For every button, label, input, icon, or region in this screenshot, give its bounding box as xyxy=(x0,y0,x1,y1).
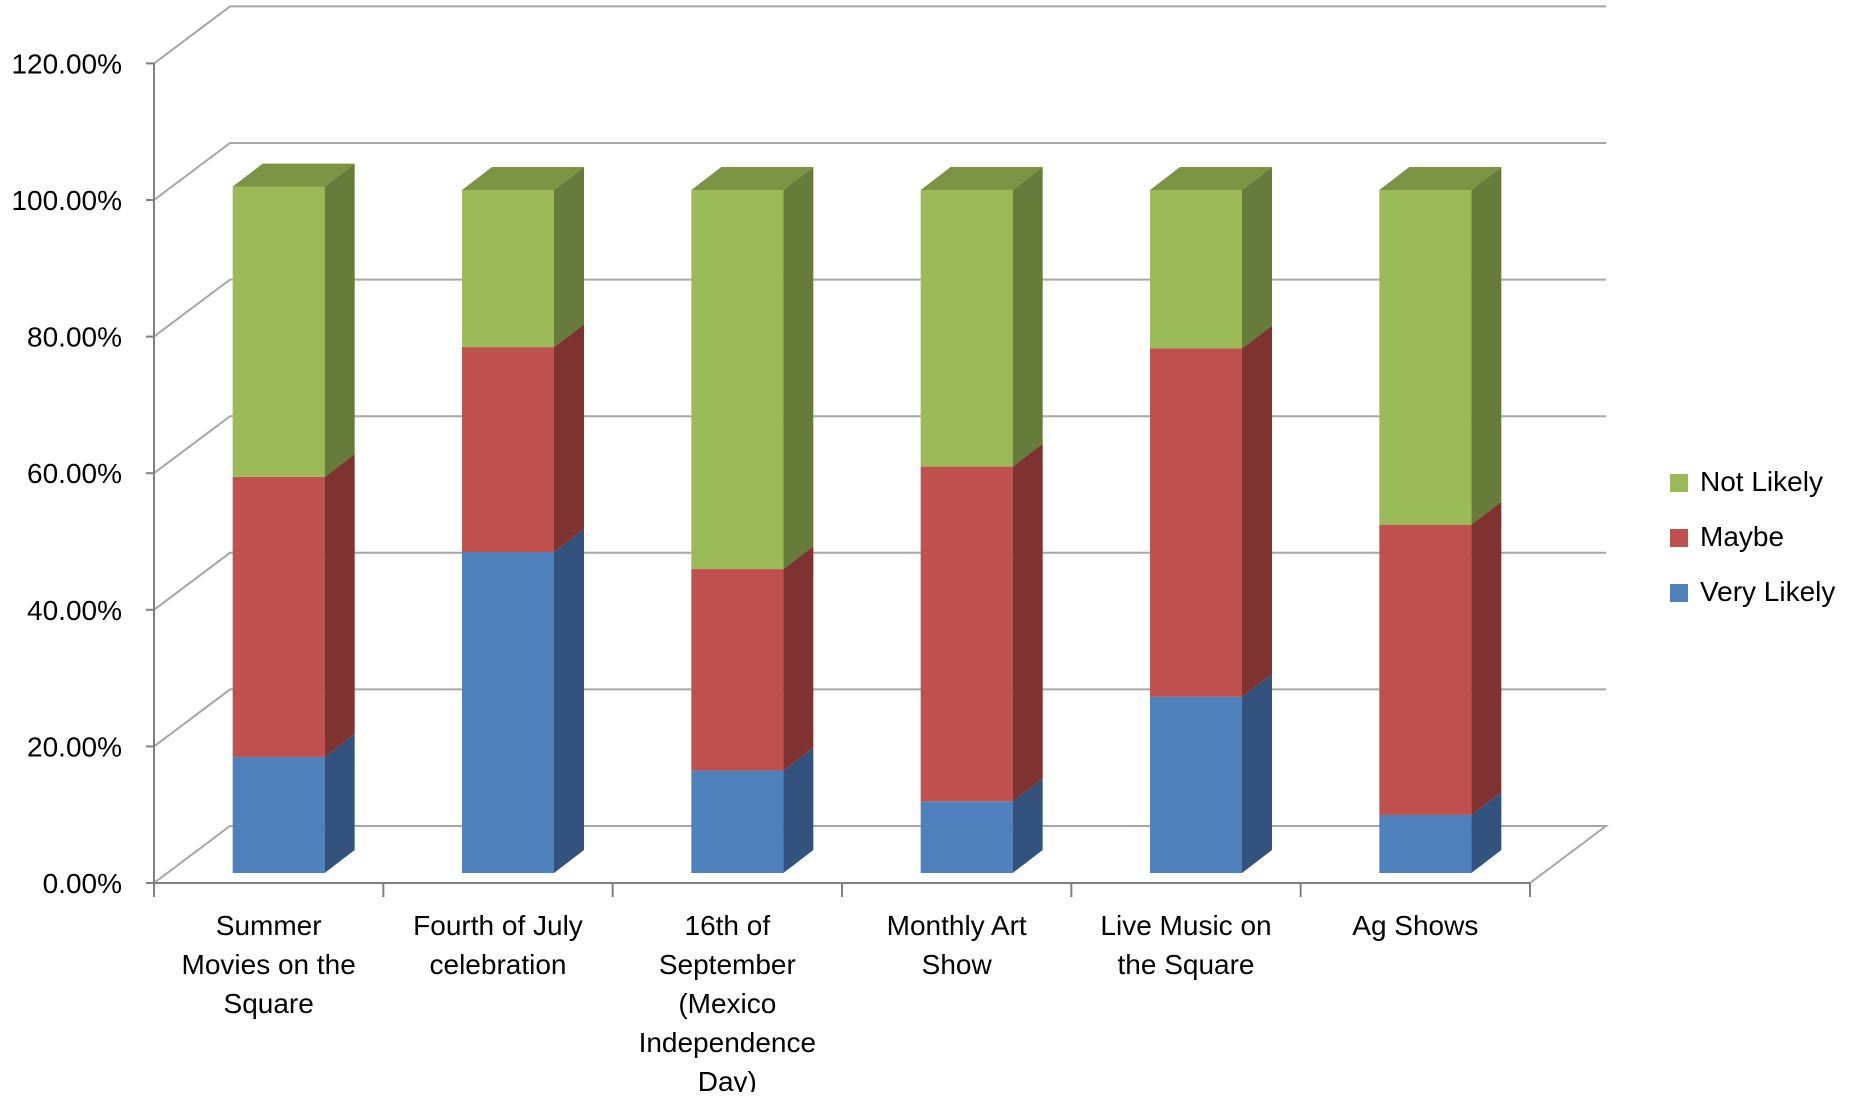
bar-segment xyxy=(691,770,784,873)
legend-swatch xyxy=(1670,474,1688,492)
category-label: 16th of September (Mexico Independence Day) xyxy=(639,910,817,1092)
bar-stack xyxy=(232,163,355,873)
category-label-line: Square xyxy=(224,988,314,1019)
bar-segment-side xyxy=(1471,791,1502,873)
x-axis: Summer Movies on the Square Fourth of July c… xyxy=(153,882,1531,1097)
floor-outline xyxy=(153,825,1609,884)
bar-segment-side xyxy=(1471,501,1502,815)
bar-segment xyxy=(232,756,325,873)
bar-segment xyxy=(462,347,554,552)
bar-segment-side xyxy=(1012,167,1043,467)
bar-stack xyxy=(691,167,814,873)
bar-segment-side xyxy=(1012,778,1043,873)
bar-segment-side xyxy=(1242,325,1272,697)
gridline xyxy=(153,5,1606,65)
bar-segment xyxy=(232,476,325,757)
bar-segment xyxy=(1379,190,1472,525)
bar-segment-side xyxy=(1242,167,1272,349)
category-label-line: (Mexico xyxy=(678,988,776,1019)
bar-stacks xyxy=(232,163,1502,873)
bar-segment xyxy=(1379,814,1472,873)
bar-stack xyxy=(1379,167,1502,873)
bar-stack xyxy=(920,167,1043,873)
bar-segment-side xyxy=(1242,673,1272,873)
category-label-line: Fourth of July xyxy=(413,910,583,941)
legend-swatch xyxy=(1670,584,1688,602)
legend-swatch xyxy=(1670,529,1688,547)
legend: Not Likely Maybe Very Likely xyxy=(1670,466,1835,607)
bar-segment xyxy=(691,569,784,771)
gridline xyxy=(153,551,1606,611)
category-label-line: Monthly Art xyxy=(887,910,1027,941)
category-label-line: Movies on the xyxy=(182,949,356,980)
bar-segment xyxy=(462,551,554,873)
bar-segment xyxy=(1379,524,1472,815)
y-tick-label: 80.00% xyxy=(27,322,122,353)
category-label-line: Live Music on xyxy=(1100,910,1271,941)
y-axis: 0.00% 20.00% 40.00% 60.00% 80.00% 100.00% 120.… xyxy=(11,48,155,899)
bar-segment-side xyxy=(324,163,355,477)
gridline xyxy=(153,688,1606,748)
bar-segment-side xyxy=(324,733,355,873)
bar-top xyxy=(1379,167,1502,190)
bar-segment xyxy=(920,190,1013,467)
bar-segment xyxy=(1150,348,1242,697)
category-label: Ag Shows xyxy=(1352,910,1478,941)
bar-segment xyxy=(232,186,325,477)
category-label-line: Summer xyxy=(216,910,322,941)
category-label-line: September xyxy=(659,949,796,980)
bar-top xyxy=(1150,167,1272,190)
legend-label: Very Likely xyxy=(1700,576,1835,607)
bar-top xyxy=(462,167,584,190)
category-label-line: Show xyxy=(922,949,993,980)
bar-segment-side xyxy=(1471,167,1502,525)
bar-segment xyxy=(462,190,554,348)
bar-stack xyxy=(1150,167,1272,873)
bar-segment xyxy=(691,190,784,570)
bar-segment-side xyxy=(554,324,584,552)
category-label-line: the Square xyxy=(1118,949,1255,980)
y-tick-label: 40.00% xyxy=(27,595,122,626)
bar-top xyxy=(920,167,1043,190)
bar-segment-side xyxy=(1012,443,1043,802)
y-tick-label: 0.00% xyxy=(43,868,122,899)
gridline xyxy=(153,415,1606,475)
category-label-line: Ag Shows xyxy=(1352,910,1478,941)
bar-segment xyxy=(920,801,1013,873)
category-label-line: celebration xyxy=(430,949,567,980)
bar-top xyxy=(232,163,355,187)
legend-label: Not Likely xyxy=(1700,466,1823,497)
y-tick-label: 100.00% xyxy=(11,185,122,216)
y-tick-label: 20.00% xyxy=(27,731,122,762)
bar-top xyxy=(691,167,814,190)
category-label: Fourth of July celebration xyxy=(413,910,583,980)
bar-segment-side xyxy=(783,167,814,570)
y-tick-label: 60.00% xyxy=(27,458,122,489)
bar-segment-side xyxy=(783,546,814,771)
category-label: Summer Movies on the Square xyxy=(182,910,356,1019)
gridline xyxy=(153,278,1606,338)
bar-segment xyxy=(1150,696,1242,873)
bar-segment-side xyxy=(554,528,584,873)
category-label: Live Music on the Square xyxy=(1100,910,1271,980)
legend-label: Maybe xyxy=(1700,521,1784,552)
y-tick-label: 120.00% xyxy=(11,48,122,79)
bar-segment-side xyxy=(554,167,584,348)
category-label-line: Day) xyxy=(698,1066,757,1092)
bar-segment xyxy=(1150,190,1242,349)
bar-segment xyxy=(920,466,1013,802)
bar-segment-side xyxy=(783,747,814,873)
category-label-line: Independence xyxy=(639,1027,817,1058)
gridline xyxy=(153,142,1606,201)
chart-walls xyxy=(153,5,1609,884)
bar-stack xyxy=(462,167,584,873)
bar-segment-side xyxy=(324,453,355,757)
category-label-line: 16th of xyxy=(685,910,771,941)
category-label: Monthly Art Show xyxy=(887,910,1027,980)
